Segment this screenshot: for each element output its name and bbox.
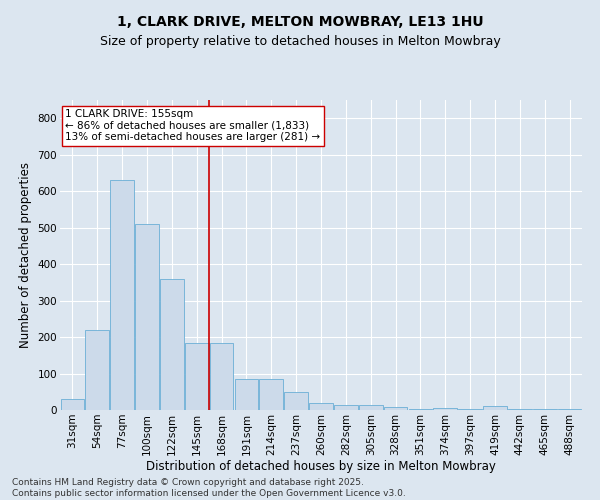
Bar [334,406,358,410]
Bar [135,224,159,410]
Bar [433,408,457,410]
Bar [309,402,333,410]
Bar [483,406,507,410]
Bar [185,342,209,410]
X-axis label: Distribution of detached houses by size in Melton Mowbray: Distribution of detached houses by size … [146,460,496,473]
Bar [110,180,134,410]
Bar [85,330,109,410]
Bar [284,392,308,410]
Y-axis label: Number of detached properties: Number of detached properties [19,162,32,348]
Bar [160,278,184,410]
Bar [359,406,383,410]
Text: Size of property relative to detached houses in Melton Mowbray: Size of property relative to detached ho… [100,35,500,48]
Bar [384,407,407,410]
Bar [61,399,84,410]
Bar [235,379,258,410]
Text: Contains HM Land Registry data © Crown copyright and database right 2025.
Contai: Contains HM Land Registry data © Crown c… [12,478,406,498]
Text: 1, CLARK DRIVE, MELTON MOWBRAY, LE13 1HU: 1, CLARK DRIVE, MELTON MOWBRAY, LE13 1HU [116,15,484,29]
Bar [210,342,233,410]
Bar [259,379,283,410]
Text: 1 CLARK DRIVE: 155sqm
← 86% of detached houses are smaller (1,833)
13% of semi-d: 1 CLARK DRIVE: 155sqm ← 86% of detached … [65,110,320,142]
